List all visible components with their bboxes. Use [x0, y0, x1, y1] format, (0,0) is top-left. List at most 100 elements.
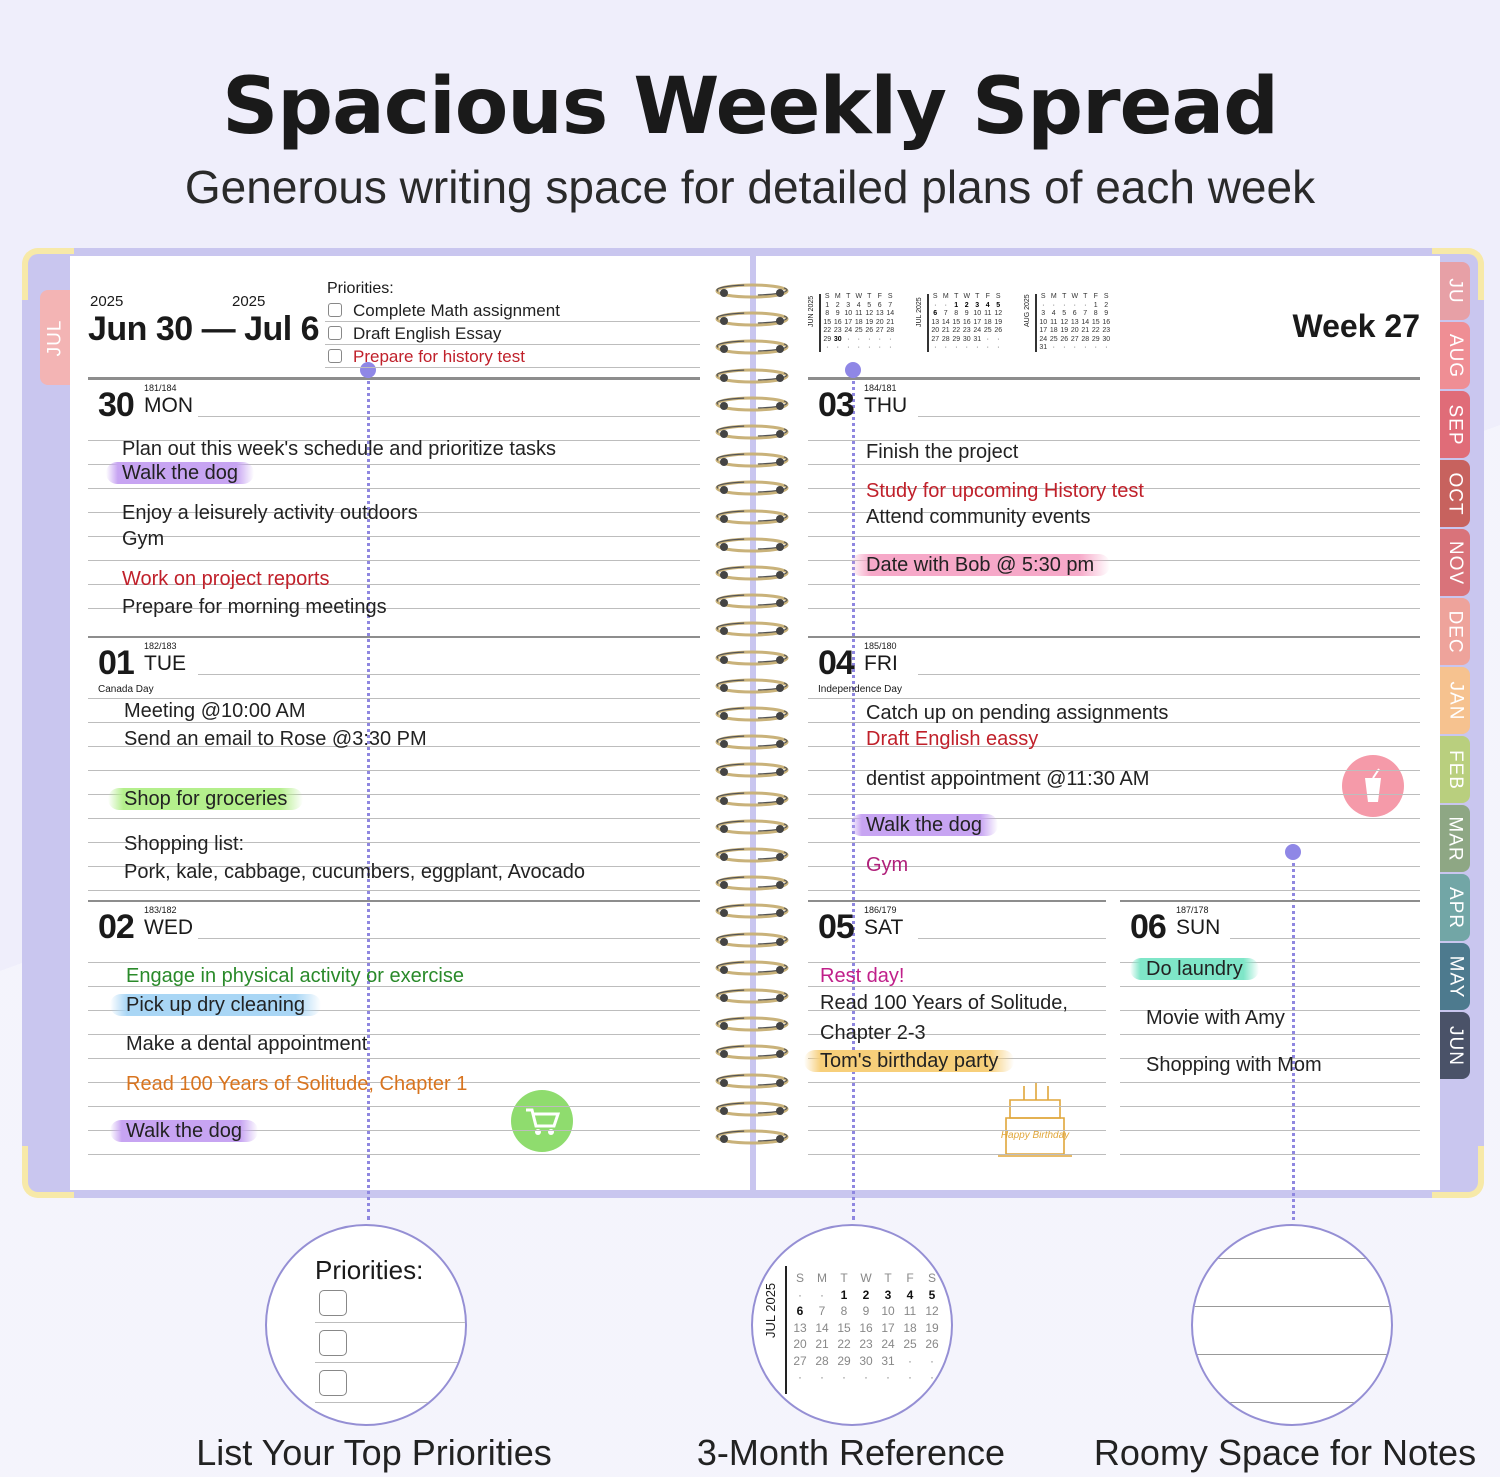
day-entry[interactable]: Finish the project [866, 441, 1019, 463]
day-entry[interactable]: Attend community events [866, 506, 1091, 528]
day-entry[interactable]: Prepare for morning meetings [122, 596, 387, 618]
calendar-day: 18 [983, 318, 992, 326]
day-entry[interactable]: Movie with Amy [1146, 1007, 1285, 1029]
mini-calendar-label: JUL 2025 [916, 297, 923, 327]
weekday: M [942, 293, 949, 300]
ruled-line [808, 464, 1420, 465]
month-tab-may[interactable]: MAY [1440, 943, 1470, 1010]
day-entry[interactable]: Catch up on pending assignments [866, 702, 1169, 724]
calendar-day: 10 [1039, 318, 1048, 326]
calendar-day: · [955, 344, 958, 351]
corner-protector [22, 248, 74, 300]
day-entry[interactable]: Meeting @10:00 AM [124, 700, 306, 722]
day-entry[interactable]: Enjoy a leisurely activity outdoors [122, 502, 418, 524]
day-entry[interactable]: Gym [122, 528, 165, 550]
day-entry[interactable]: Date with Bob @ 5:30 pm [850, 554, 1111, 576]
week-number: Week 27 [1292, 308, 1421, 344]
day-entry[interactable]: Gym [866, 854, 909, 876]
spiral-ring [714, 677, 790, 695]
priority-checkbox[interactable] [328, 326, 342, 340]
calendar-day: 5 [1062, 310, 1067, 317]
day-entry[interactable]: Pork, kale, cabbage, cucumbers, eggplant… [124, 861, 586, 883]
day-entry[interactable]: Make a dental appointment [126, 1033, 368, 1055]
spiral-ring [714, 338, 790, 356]
inset-priorities-label: Priorities: [315, 1255, 424, 1285]
holiday-label: Canada Day [98, 684, 154, 695]
checkbox [319, 1290, 347, 1316]
mini-calendar: S M T W T F S · · 1 2 3 4 5 6 7 8 9 10 11 12 13 14 15 16 17 18 19 20… [930, 293, 1004, 353]
day-entry[interactable]: dentist appointment @11:30 AM [866, 768, 1150, 790]
calendar-day: · [868, 344, 871, 351]
day-name: MON [144, 394, 193, 417]
calendar-day: · [864, 1370, 868, 1384]
ruled-line [325, 321, 700, 322]
ruled-line [88, 1082, 700, 1083]
pin-dot [360, 362, 376, 378]
calendar-rule [785, 1266, 787, 1394]
day-number: 03 [818, 386, 855, 424]
day-entry[interactable]: Shopping with Mom [1146, 1054, 1322, 1076]
day-entry[interactable]: Read 100 Years of Solitude, [820, 992, 1068, 1014]
month-tab-feb[interactable]: FEB [1440, 736, 1470, 803]
priority-item: Prepare for history test [353, 347, 525, 366]
day-entry[interactable]: Walk the dog [106, 462, 254, 484]
month-tab-jan[interactable]: JAN [1440, 667, 1470, 734]
day-entry[interactable]: Rest day! [820, 965, 905, 987]
calendar-day: 9 [1104, 310, 1109, 317]
day-entry[interactable]: Study for upcoming History test [866, 480, 1144, 502]
month-tab-sep[interactable]: SEP [1440, 391, 1470, 458]
month-tab-jun[interactable]: JUN [1440, 1012, 1470, 1079]
calendar-day: 6 [1072, 310, 1077, 317]
month-tab-ju[interactable]: JU [1440, 262, 1470, 320]
ruled-line [808, 890, 1420, 891]
month-tab-jul[interactable]: JUL [40, 290, 70, 385]
month-tab-apr[interactable]: APR [1440, 874, 1470, 941]
ruled-line [325, 367, 700, 368]
calendar-day: 16 [859, 1320, 873, 1335]
week-row: 27 28 29 30 31 · · [930, 336, 1004, 345]
day-entry[interactable]: Shopping list: [124, 833, 245, 855]
calendar-day: 7 [818, 1304, 826, 1318]
calendar-day: 13 [793, 1320, 807, 1335]
day-entry[interactable]: Plan out this week's schedule and priori… [122, 438, 557, 460]
notes-inset [1191, 1224, 1393, 1426]
calendar-day: 11 [903, 1304, 917, 1318]
ruled-line [88, 536, 700, 537]
calendar-day: 20 [931, 327, 940, 334]
week-row: 22 23 24 25 26 27 28 [822, 327, 896, 336]
day-entry[interactable]: Chapter 2-3 [820, 1022, 926, 1044]
day-entry[interactable]: Do laundry [1130, 958, 1259, 980]
month-tab-mar[interactable]: MAR [1440, 805, 1470, 872]
day-of-year: 183/182 [144, 905, 177, 915]
tab-label: MAR [1445, 815, 1467, 862]
weekday: F [906, 1271, 914, 1285]
ruled-line [808, 536, 1420, 537]
day-entry[interactable]: Engage in physical activity or exercise [126, 965, 464, 987]
month-tab-dec[interactable]: DEC [1440, 598, 1470, 665]
day-entry[interactable]: Shop for groceries [108, 788, 304, 810]
ruled-line [315, 1362, 465, 1363]
ruled-line [88, 1058, 700, 1059]
day-entry[interactable]: Send an email to Rose @3:30 PM [124, 728, 427, 750]
month-tab-aug[interactable]: AUG [1440, 322, 1470, 389]
day-entry[interactable]: Walk the dog [110, 1120, 258, 1142]
priority-checkbox[interactable] [328, 349, 342, 363]
calendar-day: · [820, 1370, 824, 1384]
calendar-day: 15 [1091, 318, 1100, 326]
day-entry[interactable]: Draft English eassy [866, 728, 1039, 750]
calendar-day: 9 [835, 310, 840, 317]
mini-calendar-rule [1035, 294, 1037, 352]
month-tab-oct[interactable]: OCT [1440, 460, 1470, 527]
spiral-ring [714, 761, 790, 779]
month-tab-nov[interactable]: NOV [1440, 529, 1470, 596]
week-row: 24 25 26 27 28 29 30 [1038, 336, 1112, 345]
day-entry[interactable]: Pick up dry cleaning [110, 994, 321, 1016]
day-entry[interactable]: Walk the dog [850, 814, 998, 836]
day-entry[interactable]: Work on project reports [122, 568, 330, 590]
calendar-day: · [1063, 301, 1066, 309]
day-entry[interactable]: Read 100 Years of Solitude, Chapter 1 [126, 1073, 468, 1095]
day-entry[interactable]: Tom's birthday party [804, 1050, 1015, 1072]
priority-checkbox[interactable] [328, 303, 342, 317]
ruled-line [88, 794, 700, 795]
calendar-day: 22 [823, 327, 832, 334]
